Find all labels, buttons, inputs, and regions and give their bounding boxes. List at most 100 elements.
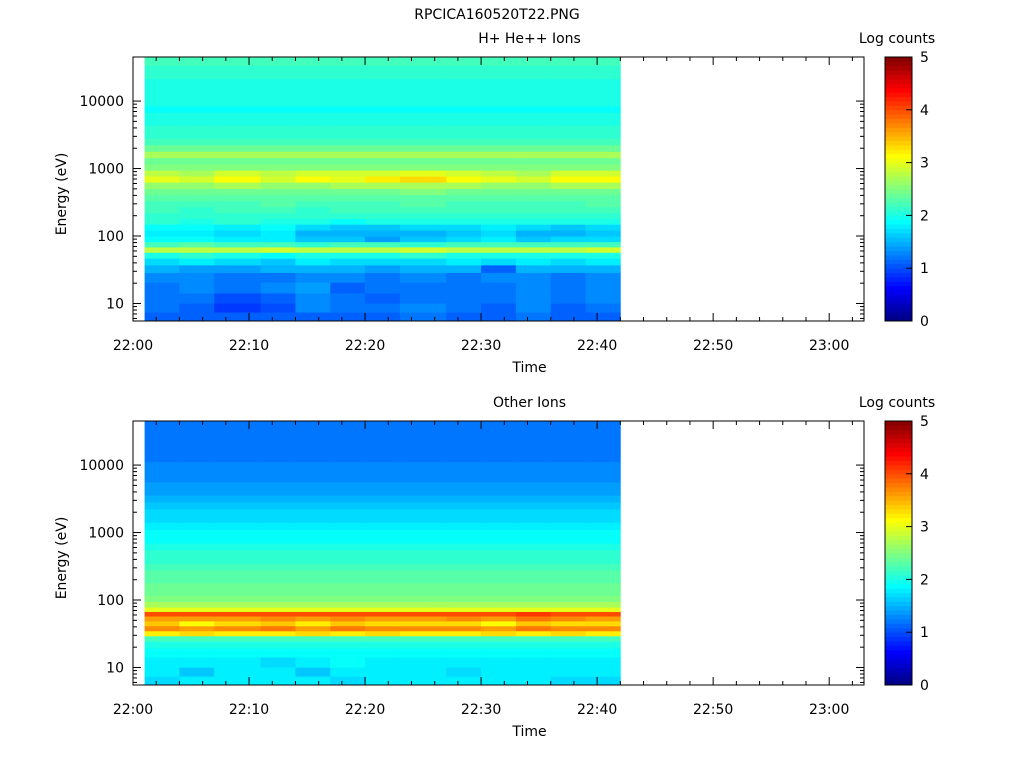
- colorbar-swatch: [885, 531, 912, 536]
- heatmap-cell: [179, 138, 215, 146]
- heatmap-cell: [585, 448, 621, 456]
- heatmap-cell: [585, 421, 621, 429]
- heatmap-cell: [214, 461, 262, 469]
- heatmap-cell: [399, 118, 447, 126]
- heatmap-cell: [365, 151, 401, 159]
- heatmap-cell: [295, 85, 331, 93]
- heatmap-cell: [330, 563, 366, 571]
- heatmap-cell: [365, 630, 401, 637]
- heatmap-cell: [399, 595, 447, 603]
- heatmap-cell: [446, 132, 482, 139]
- heatmap-cell: [330, 85, 366, 93]
- heatmap-cell: [399, 475, 447, 483]
- heatmap-cell: [260, 176, 296, 183]
- heatmap-cell: [295, 272, 331, 283]
- heatmap-cell: [585, 312, 621, 322]
- heatmap-cell: [330, 475, 366, 483]
- heatmap-cell: [260, 252, 296, 259]
- heatmap-cell: [399, 421, 447, 429]
- y-tick-label: 1000: [88, 162, 124, 178]
- heatmap-cell: [399, 582, 447, 590]
- heatmap-cell: [365, 85, 401, 93]
- heatmap-cell: [515, 170, 552, 177]
- heatmap-cell: [330, 247, 366, 253]
- heatmap-cell: [295, 72, 331, 80]
- colorbar-swatch: [885, 158, 912, 163]
- heatmap-cell: [330, 125, 366, 133]
- heatmap-cell: [446, 138, 482, 146]
- heatmap-cell: [330, 515, 366, 523]
- heatmap-cell: [295, 621, 331, 627]
- x-tick-label: 22:30: [461, 338, 501, 354]
- heatmap-cell: [179, 576, 215, 584]
- heatmap-cell: [481, 132, 517, 139]
- heatmap-cell: [144, 92, 180, 100]
- heatmap-cell: [330, 132, 366, 139]
- heatmap-cell: [144, 118, 180, 126]
- heatmap-cell: [515, 461, 552, 469]
- heatmap-cell: [295, 182, 331, 190]
- heatmap-cell: [260, 482, 296, 490]
- heatmap-cell: [399, 630, 447, 637]
- heatmap-cell: [365, 648, 401, 658]
- heatmap-cell: [365, 72, 401, 80]
- heatmap-cell: [144, 194, 180, 202]
- heatmap-cell: [295, 454, 331, 463]
- heatmap-cell: [179, 495, 215, 503]
- heatmap-cell: [179, 272, 215, 283]
- heatmap-cell: [179, 293, 215, 304]
- colorbar-swatch: [885, 118, 912, 124]
- heatmap-cell: [365, 144, 401, 152]
- heatmap-cell: [446, 576, 482, 584]
- heatmap-cell: [260, 92, 296, 100]
- heatmap-cell: [481, 595, 517, 603]
- heatmap-cell: [330, 138, 366, 146]
- heatmap-cell: [295, 200, 331, 208]
- heatmap-cell: [481, 57, 517, 66]
- heatmap-cell: [585, 543, 621, 551]
- heatmap-cell: [399, 241, 447, 248]
- heatmap-cell: [365, 282, 401, 294]
- heatmap-cell: [179, 529, 215, 537]
- heatmap-cell: [481, 616, 517, 622]
- heatmap-cell: [260, 118, 296, 126]
- heatmap-cell: [446, 621, 482, 627]
- heatmap-cell: [144, 258, 180, 266]
- heatmap-cell: [550, 118, 586, 126]
- colorbar-swatch: [885, 438, 912, 444]
- heatmap-cell: [330, 601, 366, 608]
- heatmap-cell: [144, 648, 180, 658]
- heatmap-cell: [330, 157, 366, 165]
- heatmap-cell: [295, 118, 331, 126]
- heatmap-cell: [214, 247, 262, 253]
- heatmap-cell: [179, 508, 215, 516]
- heatmap-cell: [214, 132, 262, 139]
- heatmap-cell: [446, 556, 482, 564]
- heatmap-cell: [550, 582, 586, 590]
- heatmap-cell: [585, 461, 621, 469]
- heatmap-cell: [481, 454, 517, 463]
- heatmap-cell: [260, 236, 296, 243]
- heatmap-cell: [399, 556, 447, 564]
- heatmap-cell: [144, 607, 180, 612]
- heatmap-cell: [260, 241, 296, 248]
- heatmap-cell: [260, 576, 296, 584]
- heatmap-cell: [295, 206, 331, 214]
- heatmap-cell: [330, 282, 366, 294]
- heatmap-cell: [365, 536, 401, 544]
- heatmap-cell: [446, 468, 482, 476]
- heatmap-cell: [550, 293, 586, 304]
- heatmap-cell: [330, 621, 366, 627]
- heatmap-cell: [550, 258, 586, 266]
- heatmap-cell: [481, 576, 517, 584]
- colorbar-swatch: [885, 202, 912, 207]
- heatmap-cell: [214, 206, 262, 214]
- heatmap-cell: [260, 607, 296, 612]
- heatmap-cell: [399, 576, 447, 584]
- heatmap-cell: [515, 607, 552, 612]
- colorbar-swatch: [885, 87, 912, 93]
- heatmap-cell: [446, 247, 482, 253]
- heatmap-cell: [550, 508, 586, 516]
- colorbar-swatch: [885, 557, 912, 563]
- heatmap-cell: [550, 252, 586, 259]
